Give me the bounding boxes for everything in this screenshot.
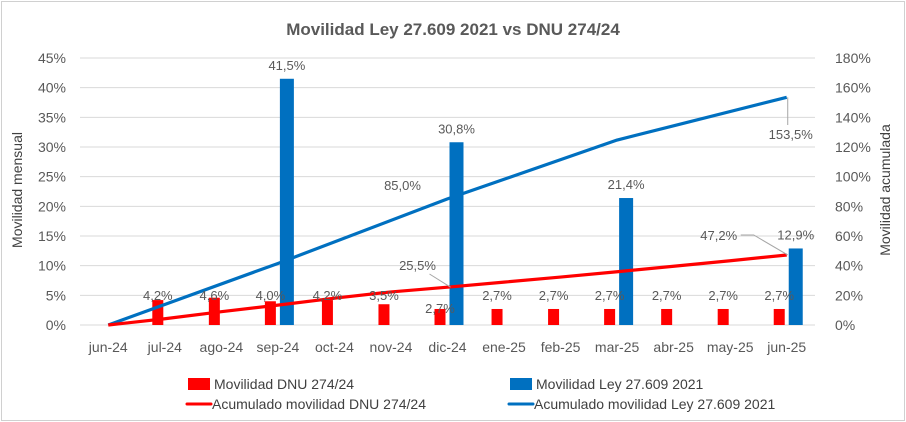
y2-tick-label: 60% [835,228,863,244]
data-label-dnu-cumulative: 25,5% [399,258,436,273]
data-label-dnu: 2,7% [652,288,682,303]
legend-item-dnu-monthly: Movilidad DNU 274/24 [188,376,354,392]
x-tick-label: oct-24 [315,339,354,355]
y2-tick-label: 100% [835,169,871,185]
line-dnu-cumulative [108,253,787,327]
y-axis-right-ticks: 0% 20% 40% 60% 80% 100% 120% 140% 160% 180% [835,50,871,333]
bar-dnu [321,300,333,325]
bar-dnu [661,308,673,325]
y-tick-label: 30% [38,139,66,155]
legend-swatch-bar-red [188,378,210,390]
y-tick-label: 25% [38,169,66,185]
chart-title: Movilidad Ley 27.609 2021 vs DNU 274/24 [286,20,620,39]
y-axis-right-label: Movilidad acumulada [877,124,893,256]
y-tick-label: 20% [38,198,66,214]
line-ley-cumulative [107,95,788,327]
data-label-dnu: 2,7% [482,288,512,303]
bar-ley [788,248,803,325]
bar-ley [449,142,464,325]
data-label-ley-cumulative: 153,5% [769,127,814,142]
x-tick-label: jul-24 [147,339,182,355]
x-tick-label: ene-25 [482,339,526,355]
bar-ley [279,78,294,326]
bar-ley [619,198,634,325]
y-tick-label: 35% [38,109,66,125]
lines [107,95,788,327]
x-tick-label: dic-24 [428,339,466,355]
data-label-ley: 12,9% [777,227,814,242]
x-tick-label: mar-25 [595,339,640,355]
y2-tick-label: 40% [835,258,863,274]
y-axis-left-label: Movilidad mensual [9,132,25,248]
y2-tick-label: 140% [835,109,871,125]
bar-dnu [264,301,276,325]
data-label-ley-cumulative: 85,0% [384,178,421,193]
x-axis-ticks: jun-24 jul-24 ago-24 sep-24 oct-24 nov-24 dic-… [88,339,807,355]
bar-dnu [434,308,446,325]
leader-line [429,273,451,288]
bar-dnu [548,308,560,325]
y2-tick-label: 20% [835,287,863,303]
x-tick-label: feb-25 [541,339,581,355]
y-tick-label: 0% [46,317,66,333]
x-tick-label: abr-25 [653,339,694,355]
data-label-dnu: 3,5% [369,288,399,303]
y-tick-label: 5% [46,287,66,303]
y-tick-label: 40% [38,80,66,96]
data-label-dnu: 2,7% [595,288,625,303]
x-tick-label: sep-24 [256,339,299,355]
y-axis-left-ticks: 0% 5% 10% 15% 20% 25% 30% 35% 40% 45% [38,50,66,333]
y-tick-label: 15% [38,228,66,244]
data-label-dnu: 4,6% [200,288,230,303]
legend-swatch-bar-blue [510,378,532,390]
x-tick-label: jun-24 [88,339,128,355]
bars [152,78,803,326]
legend-item-dnu-cumulative: Acumulado movilidad DNU 274/24 [185,396,426,412]
y2-tick-label: 0% [835,317,855,333]
leader-line [740,234,788,256]
y2-tick-label: 180% [835,50,871,66]
data-label-ley: 30,8% [438,121,475,136]
data-label-dnu: 2,7% [764,288,794,303]
x-tick-label: may-25 [707,339,754,355]
bar-dnu [604,308,616,325]
legend-label: Acumulado movilidad DNU 274/24 [212,396,426,412]
data-label-dnu: 4,0% [256,288,286,303]
data-label-ley: 21,4% [608,177,645,192]
bar-dnu [378,304,390,325]
data-label-ley: 41,5% [268,58,305,73]
data-label-dnu-cumulative: 47,2% [700,228,737,243]
x-tick-label: jun-25 [766,339,806,355]
x-tick-label: ago-24 [200,339,244,355]
data-label-dnu: 4,2% [143,288,173,303]
bar-dnu [717,308,729,325]
data-label-dnu: 2,7% [708,288,738,303]
y2-tick-label: 120% [835,139,871,155]
legend: Movilidad DNU 274/24 Movilidad Ley 27.60… [185,376,775,412]
legend-item-ley-cumulative: Acumulado movilidad Ley 27.609 2021 [507,396,775,412]
y2-tick-label: 80% [835,198,863,214]
data-labels: 4,2% 4,6% 4,0% 4,2% 3,5% 2,7% 2,7% 2,7% 2,7% 2,7%… [143,58,815,316]
legend-label: Movilidad Ley 27.609 2021 [536,376,704,392]
legend-label: Movilidad DNU 274/24 [214,376,354,392]
data-label-dnu: 2,7% [539,288,569,303]
y2-tick-label: 160% [835,80,871,96]
x-tick-label: nov-24 [370,339,413,355]
data-label-dnu: 4,2% [313,288,343,303]
legend-item-ley-monthly: Movilidad Ley 27.609 2021 [510,376,704,392]
y-tick-label: 45% [38,50,66,66]
bar-dnu [152,300,164,325]
bar-dnu [773,308,785,325]
data-label-dnu: 2,7% [425,301,455,316]
legend-label: Acumulado movilidad Ley 27.609 2021 [534,396,775,412]
gridlines [80,57,815,326]
bar-dnu [491,308,503,325]
y-tick-label: 10% [38,258,66,274]
